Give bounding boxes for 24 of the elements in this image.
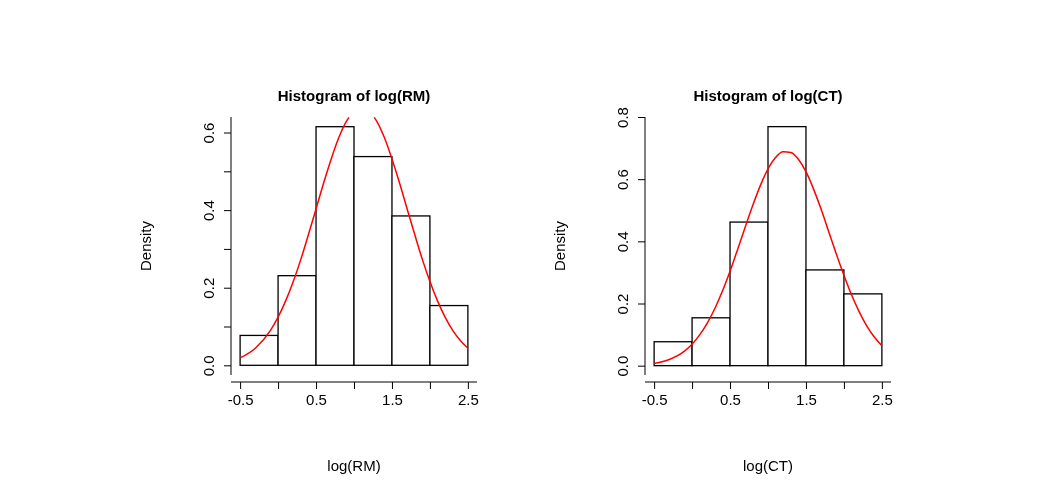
x-axis-title: log(RM) <box>327 457 381 474</box>
chart-title: Histogram of log(RM) <box>277 87 431 104</box>
y-tick-label: 0.2 <box>614 293 632 315</box>
x-tick-label: 2.5 <box>457 390 479 408</box>
y-tick-label: 0.4 <box>200 200 218 222</box>
y-tick-label: 0.6 <box>200 122 218 144</box>
x-tick-label: -0.5 <box>227 390 254 408</box>
y-tick-label: 0.6 <box>614 169 632 191</box>
y-tick-label: 0.2 <box>200 277 218 299</box>
x-tick-label: 1.5 <box>796 390 817 408</box>
x-axis-title: log(CT) <box>742 457 794 474</box>
y-axis-title: Density <box>137 220 154 272</box>
x-tick-label: 0.5 <box>306 390 327 408</box>
y-tick-label: 0.0 <box>200 355 218 377</box>
y-tick-label: 0.8 <box>614 107 632 128</box>
y-tick-label: 0.0 <box>614 355 632 377</box>
y-tick-label: 0.4 <box>614 231 632 253</box>
chart-title: Histogram of log(CT) <box>693 87 843 104</box>
x-tick-label: 2.5 <box>871 390 893 408</box>
x-tick-label: 0.5 <box>720 390 741 408</box>
x-tick-label: 1.5 <box>382 390 403 408</box>
line-series <box>653 151 883 365</box>
y-axis-title: Density <box>551 220 568 272</box>
x-tick-label: -0.5 <box>641 390 668 408</box>
